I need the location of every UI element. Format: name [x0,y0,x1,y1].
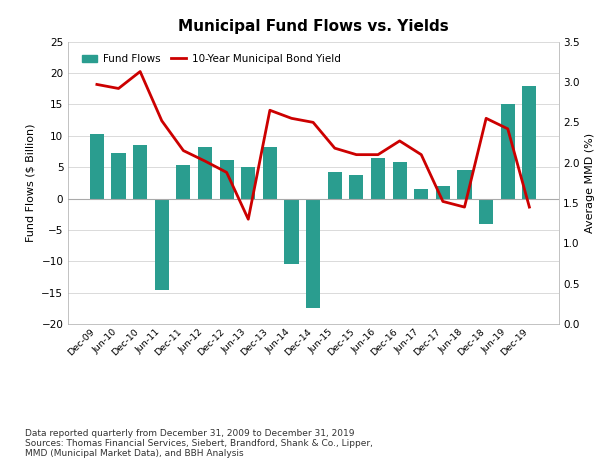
Bar [133,145,147,199]
Bar [155,199,169,289]
Bar [479,199,493,224]
Title: Municipal Fund Flows vs. Yields: Municipal Fund Flows vs. Yields [178,19,448,33]
Bar [501,105,515,199]
Bar [176,165,190,199]
Text: Data reported quarterly from December 31, 2009 to December 31, 2019
Sources: Tho: Data reported quarterly from December 31… [25,429,373,458]
Bar [306,199,320,308]
Bar [457,170,472,199]
Bar [328,172,342,199]
Bar [371,158,385,199]
Bar [349,175,363,199]
Y-axis label: Average MMD (%): Average MMD (%) [585,133,595,233]
Bar [241,167,255,199]
Bar [90,134,104,199]
Bar [112,153,125,199]
Bar [263,147,277,199]
Bar [198,147,212,199]
Bar [436,186,450,199]
Bar [523,86,537,199]
Bar [284,199,298,264]
Bar [392,162,406,199]
Bar [220,160,234,199]
Y-axis label: Fund Flows ($ Billion): Fund Flows ($ Billion) [26,124,36,242]
Legend: Fund Flows, 10-Year Municipal Bond Yield: Fund Flows, 10-Year Municipal Bond Yield [77,50,344,68]
Bar [414,189,429,199]
